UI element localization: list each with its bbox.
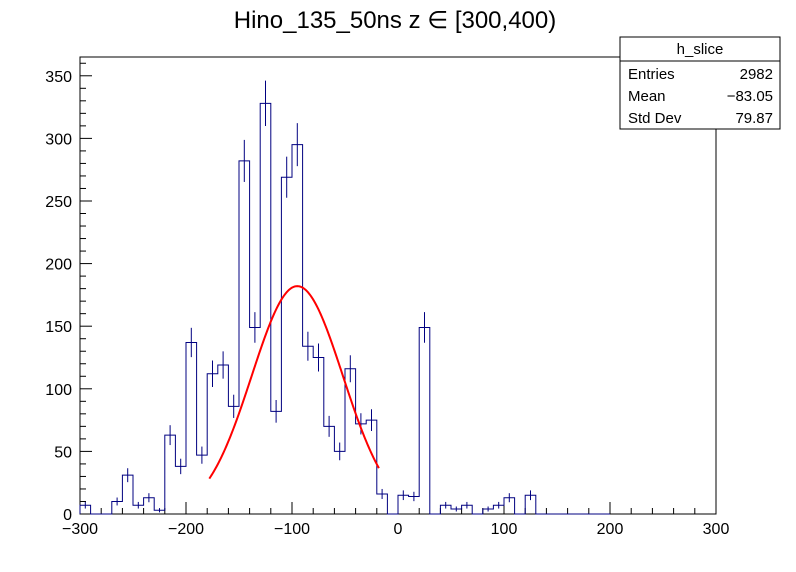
histogram-bin	[207, 374, 218, 514]
y-tick-label: 300	[45, 131, 72, 148]
histogram-bin	[197, 455, 208, 514]
y-tick-label: 200	[45, 257, 72, 274]
x-tick-label: 100	[491, 521, 518, 538]
stats-box-title: h_slice	[677, 41, 724, 58]
stats-entries-label: Entries	[628, 66, 675, 83]
x-tick-label: 300	[703, 521, 730, 538]
histogram-bin	[165, 435, 176, 514]
histogram-bin	[419, 327, 430, 514]
histogram-bin	[303, 346, 314, 514]
histogram-bin	[186, 342, 197, 514]
error-bars	[84, 80, 531, 513]
histogram-bin	[239, 161, 250, 514]
stats-box-frame	[619, 36, 781, 130]
stats-stddev-label: Std Dev	[628, 110, 682, 127]
y-tick-label: 250	[45, 194, 72, 211]
y-tick-label: 0	[63, 507, 72, 524]
x-tick-label: −300	[62, 521, 98, 538]
stats-stddev-value: 79.87	[735, 110, 773, 127]
y-tick-label: 100	[45, 382, 72, 399]
x-tick-label: 200	[597, 521, 624, 538]
gaussian-fit	[208, 285, 380, 480]
histogram-bin	[345, 369, 356, 514]
histogram-bin	[334, 451, 345, 514]
stats-mean-label: Mean	[628, 88, 666, 105]
histogram-bin	[313, 357, 324, 514]
x-tick-label: 0	[394, 521, 403, 538]
stats-box: h_slice Entries 2982 Mean −83.05 Std Dev…	[619, 36, 781, 130]
histogram-bin	[228, 406, 239, 514]
histogram-bin	[366, 420, 377, 514]
histogram-outline	[79, 102, 610, 515]
stats-mean-value: −83.05	[727, 88, 773, 105]
histogram-bars	[79, 102, 610, 515]
stats-entries-value: 2982	[740, 66, 773, 83]
histogram-bin	[218, 365, 229, 514]
fit-curve	[208, 285, 380, 480]
y-tick-label: 350	[45, 69, 72, 86]
chart-title: Hino_135_50ns z ∈ [300,400)	[234, 7, 556, 34]
y-tick-label: 50	[54, 444, 72, 461]
y-tick-label: 150	[45, 319, 72, 336]
histogram-bin	[292, 145, 303, 514]
x-tick-label: −100	[274, 521, 310, 538]
histogram-bin	[260, 103, 271, 514]
histogram-bin	[271, 411, 282, 514]
histogram-bin	[324, 426, 335, 514]
x-tick-label: −200	[168, 521, 204, 538]
histogram-bin	[281, 177, 292, 514]
